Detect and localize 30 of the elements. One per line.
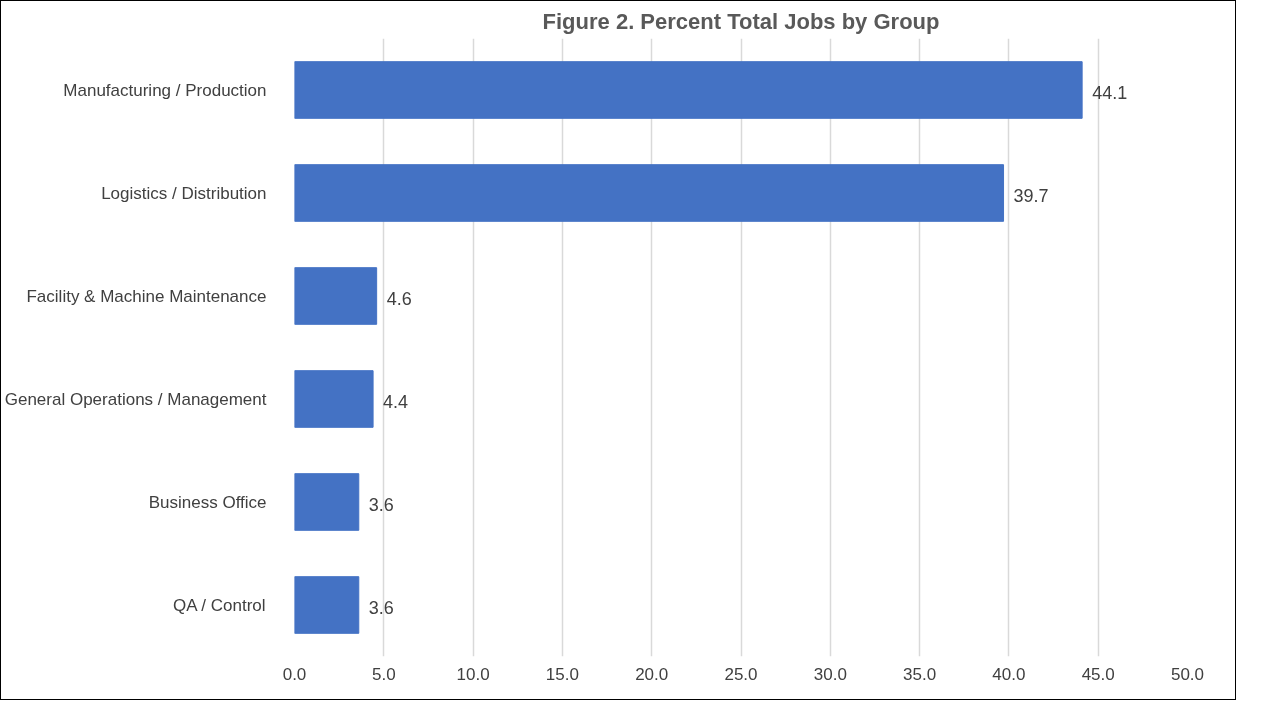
- x-tick-label: 5.0: [371, 664, 396, 684]
- x-tick-label: 40.0: [992, 664, 1026, 684]
- x-tick-label: 15.0: [545, 664, 579, 684]
- y-tick-label: Business Office: [148, 492, 267, 512]
- chart-title: Figure 2. Percent Total Jobs by Group: [542, 8, 940, 34]
- data-label: 39.7: [1013, 186, 1049, 206]
- y-tick-label: Facility & Machine Maintenance: [26, 286, 267, 306]
- y-tick-label: Manufacturing / Production: [63, 80, 267, 100]
- bar: [294, 370, 374, 428]
- x-tick-label: 10.0: [456, 664, 490, 684]
- x-tick-label: 0.0: [282, 664, 307, 684]
- bar: [294, 164, 1005, 222]
- x-tick-label: 35.0: [903, 664, 937, 684]
- data-label: 4.4: [383, 392, 409, 412]
- y-tick-label: General Operations / Management: [4, 389, 267, 409]
- x-tick-label: 20.0: [635, 664, 669, 684]
- data-label: 3.6: [368, 598, 394, 618]
- bar: [294, 267, 378, 325]
- data-label: 4.6: [386, 289, 412, 309]
- bar: [294, 473, 360, 531]
- x-tick-label: 25.0: [724, 664, 758, 684]
- data-label: 44.1: [1092, 83, 1128, 103]
- x-tick-label: 50.0: [1170, 664, 1205, 684]
- y-tick-label: Logistics / Distribution: [101, 183, 267, 203]
- x-tick-label: 45.0: [1081, 664, 1115, 684]
- y-tick-label: QA / Control: [172, 595, 266, 615]
- x-tick-label: 30.0: [813, 664, 847, 684]
- bar: [294, 576, 360, 634]
- data-label: 3.6: [368, 495, 394, 515]
- bar: [294, 61, 1083, 119]
